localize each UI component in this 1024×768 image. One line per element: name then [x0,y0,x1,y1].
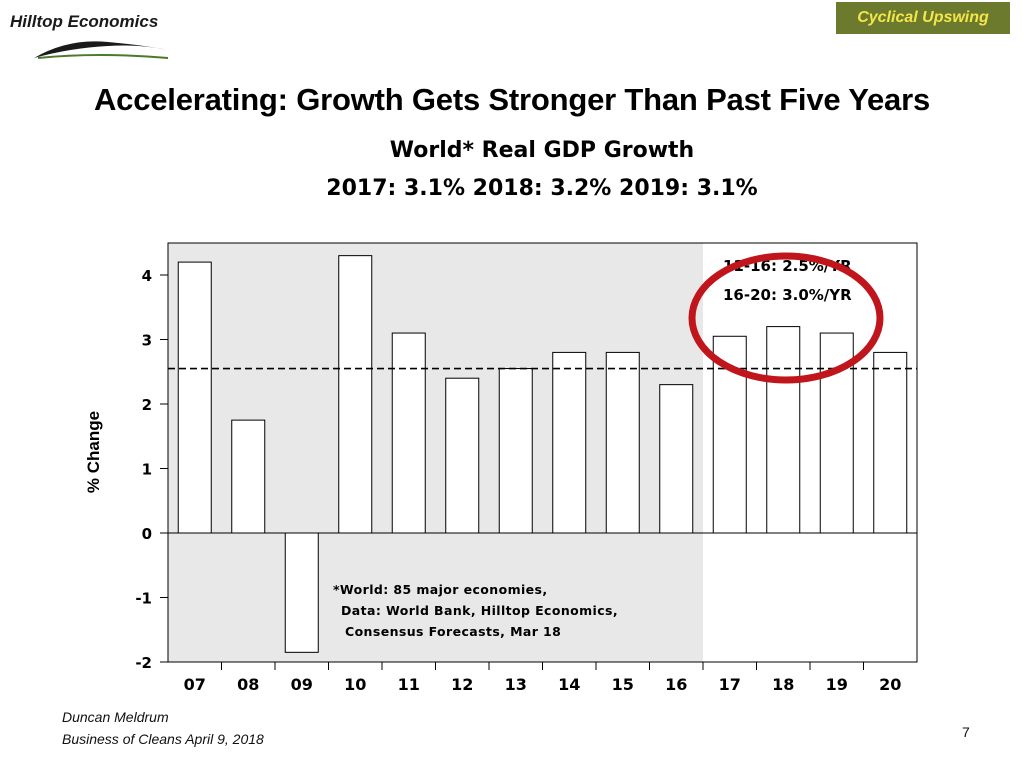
footer-event: Business of Cleans April 9, 2018 [62,731,264,747]
footnote-line: *World: 85 major economies, [333,582,548,597]
y-tick-label: -2 [135,654,152,672]
x-tick-label: 13 [505,675,527,694]
y-tick-label: -1 [135,590,152,608]
x-tick-label: 17 [719,675,741,694]
x-tick-label: 08 [237,675,259,694]
x-tick-label: 09 [291,675,313,694]
bar-13 [498,368,533,534]
bar-14 [552,351,587,534]
y-tick-label: 0 [142,525,152,543]
x-tick-label: 07 [184,675,206,694]
bar-18 [766,326,801,534]
slide-footer: Duncan Meldrum Business of Cleans April … [62,706,264,750]
x-tick-label: 16 [665,675,687,694]
section-badge: Cyclical Upswing [836,2,1010,34]
bar-16 [659,384,694,534]
bar-12 [445,377,480,534]
footnote-line: Data: World Bank, Hilltop Economics, [341,603,618,618]
x-tick-label: 19 [826,675,848,694]
chart-subtitle: 2017: 3.1% 2018: 3.2% 2019: 3.1% [326,176,758,201]
chart-title: World* Real GDP Growth [389,138,695,163]
trend-annotation: 16-20: 3.0%/YR [723,286,852,304]
logo-swoosh-icon [34,41,169,59]
footer-author: Duncan Meldrum [62,709,169,725]
x-tick-label: 20 [879,675,901,694]
bar-11 [391,332,426,534]
slide-headline: Accelerating: Growth Gets Stronger Than … [93,82,931,117]
highlight-circle [688,252,884,384]
y-tick-label: 2 [142,396,152,414]
x-tick-label: 15 [612,675,634,694]
x-tick-label: 12 [451,675,473,694]
y-axis-label: % Change [84,411,103,493]
page-number: 7 [962,724,970,740]
bar-10 [338,255,373,534]
logo-text: Hilltop Economics [10,12,159,31]
bar-09 [284,532,319,653]
x-tick-label: 10 [344,675,366,694]
x-tick-label: 18 [772,675,794,694]
bar-08 [231,419,266,534]
bar-07 [177,261,212,534]
x-tick-label: 11 [398,675,420,694]
y-tick-label: 4 [142,267,152,285]
company-logo: Hilltop Economics [8,8,178,68]
x-tick-label: 14 [558,675,580,694]
bar-20 [873,351,908,534]
y-tick-label: 3 [142,332,152,350]
footnote-line: Consensus Forecasts, Mar 18 [345,624,561,639]
y-tick-label: 1 [142,461,152,479]
bar-15 [605,351,640,534]
